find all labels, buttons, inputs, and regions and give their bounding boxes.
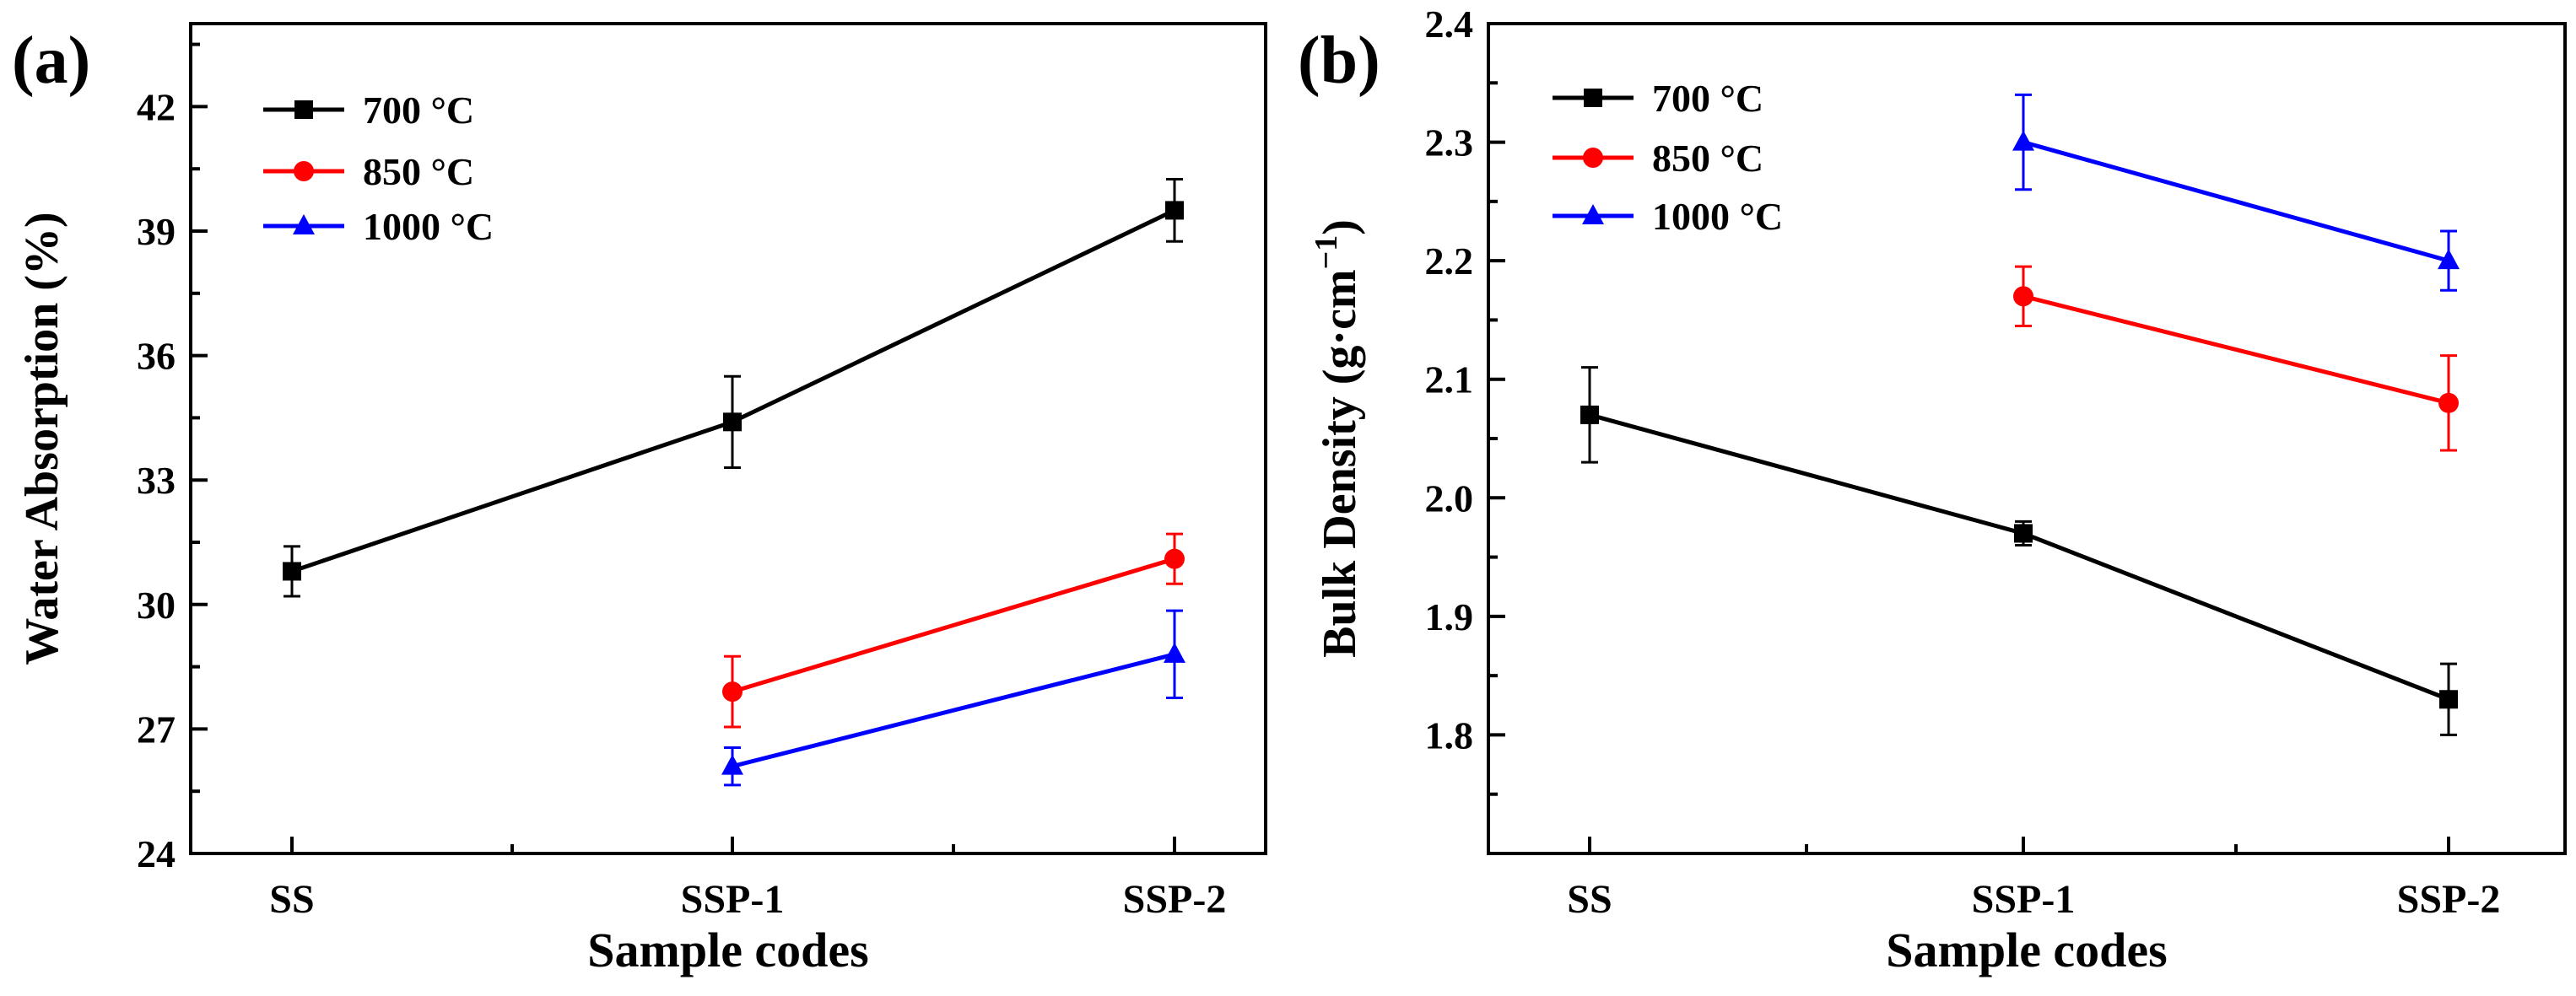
- series-1000-c: [721, 609, 1185, 787]
- legend-label-850-c: 850 °C: [363, 150, 474, 193]
- y-tick-label: 27: [137, 708, 176, 751]
- y-tick-label: 2.4: [1425, 3, 1474, 46]
- data-point-ssp-1: [721, 754, 743, 775]
- series-850-c: [722, 532, 1185, 729]
- y-tick-label: 33: [137, 459, 176, 502]
- data-point-ssp-1: [2012, 130, 2034, 151]
- data-point-ssp-1: [2014, 524, 2033, 543]
- legend: 700 °C 850 °C 1000 °C: [1553, 77, 1783, 238]
- data-point-ssp-1: [723, 412, 742, 432]
- data-point-ssp-2: [1164, 548, 1185, 569]
- y-tick-label: 36: [137, 335, 176, 378]
- series-1000-c: [2012, 93, 2460, 292]
- series-700-c: [283, 178, 1184, 598]
- legend: 700 °C 850 °C 1000 °C: [263, 89, 494, 248]
- y-tick-label: 2.3: [1425, 121, 1474, 164]
- data-point-ssp-2: [2438, 249, 2460, 270]
- legend-label-1000-c: 1000 °C: [1652, 195, 1783, 238]
- data-point-ssp-2: [2439, 690, 2458, 709]
- y-axis-title: Water Absorption (%): [16, 212, 68, 665]
- legend-marker: [293, 214, 315, 234]
- series-line: [732, 557, 1175, 694]
- y-tick-label: 39: [137, 210, 176, 253]
- plot-frame: [189, 22, 1267, 855]
- x-tick-label-ss: SS: [1567, 877, 1612, 922]
- y-tick-label: 2.1: [1425, 358, 1474, 401]
- data-point-ss: [1580, 405, 1599, 424]
- x-tick-label-ss: SS: [269, 877, 314, 922]
- x-tick-label-ssp-2: SSP-2: [2397, 877, 2501, 922]
- data-point-ssp-1: [722, 681, 743, 703]
- legend-label-1000-c: 1000 °C: [363, 205, 494, 248]
- y-tick-label: 42: [137, 85, 176, 128]
- y-tick-label: 1.9: [1425, 595, 1474, 638]
- series-line: [2022, 293, 2449, 406]
- panel-a-water-absorption: 24 27 30 33 36 39 42 SS SSP-1 SSP-2 Sample codes Wa…: [12, 22, 1267, 977]
- legend-marker: [294, 161, 314, 181]
- panel-label: (b): [1298, 24, 1380, 98]
- panel-b-bulk-density: 1.8 1.9 2.0 2.1 2.2 2.3 2.4 SS SSP-1 SSP-2 Sample …: [1298, 3, 2567, 977]
- x-axis-title: Sample codes: [1886, 923, 2168, 977]
- legend-marker: [1584, 89, 1602, 107]
- y-tick-label: 1.8: [1425, 713, 1474, 756]
- y-tick-label: 24: [137, 832, 176, 875]
- legend-marker: [1583, 148, 1603, 168]
- data-point-ss: [283, 562, 301, 581]
- data-point-ssp-2: [1164, 642, 1185, 663]
- series-line: [1589, 412, 2449, 702]
- x-tick-label-ssp-1: SSP-1: [1972, 877, 2076, 922]
- series-850-c: [2013, 265, 2459, 452]
- panel-label: (a): [12, 24, 90, 98]
- data-point-ssp-2: [2438, 392, 2459, 413]
- y-tick-label: 2.2: [1425, 240, 1474, 283]
- data-point-ssp-2: [1165, 201, 1184, 220]
- y-axis-title: Bulk Density (g·cm−1): [1309, 219, 1366, 658]
- y-tick-label: 30: [137, 584, 176, 627]
- x-tick-label-ssp-1: SSP-1: [681, 877, 785, 922]
- legend-label-850-c: 850 °C: [1652, 137, 1763, 180]
- series-700-c: [1580, 366, 2458, 736]
- x-axis-title: Sample codes: [587, 923, 869, 977]
- legend-label-700-c: 700 °C: [363, 89, 474, 132]
- legend-marker: [1582, 204, 1604, 224]
- legend-label-700-c: 700 °C: [1652, 77, 1763, 120]
- y-tick-label: 2.0: [1425, 476, 1474, 520]
- data-point-ssp-1: [2013, 286, 2033, 307]
- legend-marker: [294, 100, 313, 119]
- x-tick-label-ssp-2: SSP-2: [1123, 877, 1227, 922]
- series-line: [732, 652, 1175, 769]
- series-line: [2022, 140, 2449, 263]
